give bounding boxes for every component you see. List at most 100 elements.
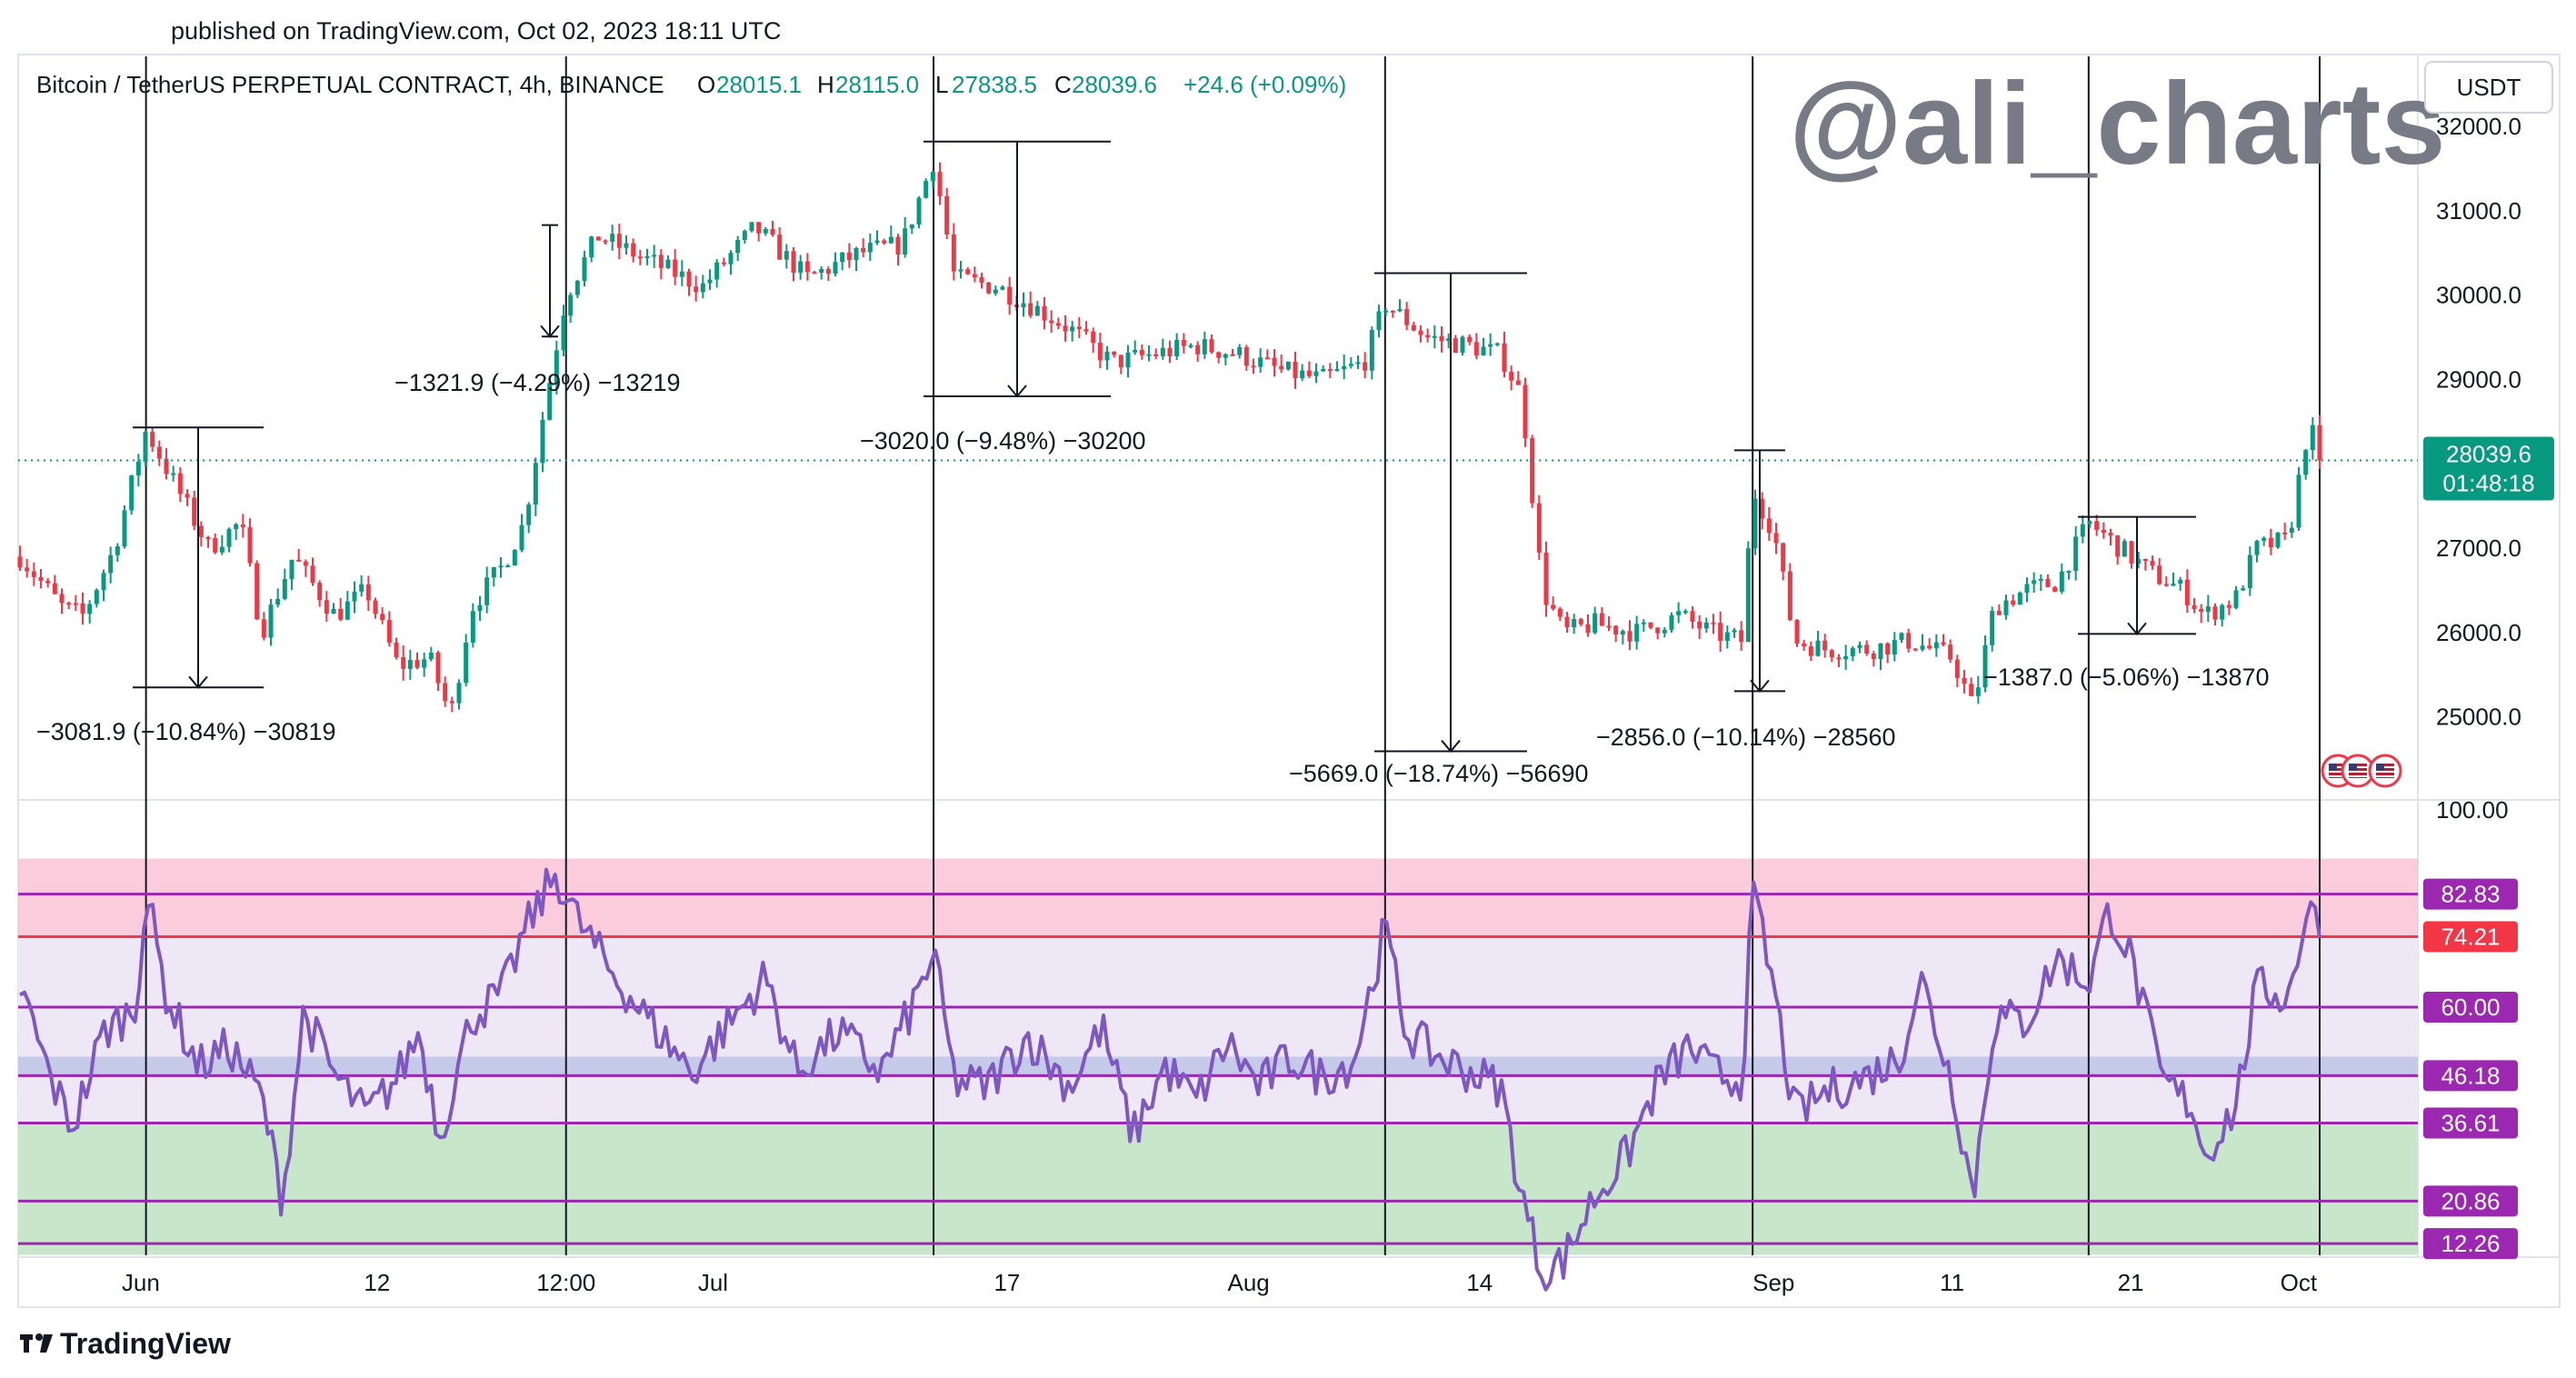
price-candle (1460, 335, 1465, 356)
price-candle (603, 239, 608, 245)
price-candle (310, 557, 315, 586)
price-candle (17, 545, 23, 572)
time-axis: Jun 12 12:00 Jul 17 Aug 14 Sep 11 21 Oct (122, 1269, 2318, 1296)
price-candle (240, 514, 245, 538)
price-candle (2011, 594, 2016, 607)
price-candle (401, 645, 406, 681)
price-candle (1125, 344, 1131, 378)
price-candle (275, 588, 281, 608)
price-candle (637, 249, 643, 265)
rsi-zone-overbought (18, 858, 2418, 937)
price-candle (2073, 525, 2079, 581)
price-range-measure: −2856.0 (−10.14%) −28560 (1596, 449, 1896, 751)
tradingview-logo[interactable]: TradingView (20, 1327, 231, 1360)
price-candle (554, 340, 559, 395)
last-price-countdown: 01:48:18 (2442, 470, 2534, 497)
time-axis-tick: 11 (1940, 1269, 1964, 1296)
price-candle (519, 514, 524, 553)
price-candle (1055, 317, 1061, 330)
price-candle (2199, 604, 2204, 624)
price-candle (1557, 606, 1563, 622)
price-candle (2184, 569, 2190, 614)
price-candle (1467, 334, 1473, 345)
price-candle (1752, 489, 1758, 555)
price-candle (2122, 538, 2127, 557)
price-candle (665, 255, 671, 269)
price-candle (1181, 333, 1186, 354)
price-candle (2171, 573, 2176, 586)
price-candle (924, 178, 929, 199)
price-candle (2233, 585, 2239, 610)
time-axis-tick: 12 (364, 1269, 390, 1296)
price-candle (568, 292, 574, 324)
price-candle (1251, 358, 1256, 374)
price-candle (2157, 558, 2162, 585)
price-candle (1007, 276, 1013, 315)
price-candle (1662, 626, 1667, 638)
low-value: 27838.5 (952, 71, 1037, 98)
price-candle (296, 548, 302, 563)
price-candle (1634, 615, 1640, 650)
price-candle (407, 649, 413, 680)
price-candle (993, 285, 998, 296)
price-candle (1034, 301, 1040, 316)
price-range-measure: −5669.0 (−18.74%) −56690 (1289, 272, 1589, 787)
price-candle (1202, 331, 1207, 359)
currency-button-label[interactable]: USDT (2457, 74, 2521, 101)
price-candle (94, 588, 99, 608)
price-candle (1815, 631, 1821, 657)
price-candle (1160, 338, 1165, 360)
price-candle (1446, 333, 1452, 349)
price-candle (679, 260, 684, 286)
price-candle (2226, 600, 2232, 615)
price-candle (464, 634, 469, 687)
tradingview-brand: TradingView (60, 1327, 231, 1360)
price-candle (101, 569, 106, 602)
rsi-level-value: 60.00 (2441, 994, 2500, 1021)
price-candle (1425, 328, 1431, 343)
price-candle (1028, 291, 1033, 318)
price-candle (825, 266, 831, 282)
price-candle (1948, 639, 1953, 664)
rsi-level-tag: 46.18 (2423, 1060, 2518, 1092)
price-candle (1857, 641, 1862, 654)
price-candle (903, 216, 908, 258)
price-candle (213, 533, 218, 554)
price-candle (1348, 356, 1353, 369)
price-candle (533, 457, 538, 516)
price-candle (449, 696, 454, 713)
price-candle (1732, 627, 1737, 638)
price-candle (1195, 341, 1201, 363)
price-candle (1551, 596, 1556, 611)
currency-button[interactable]: USDT (2424, 61, 2553, 114)
price-candle (1188, 343, 1193, 349)
price-candle (916, 195, 922, 229)
us-flag-icon[interactable] (2368, 754, 2402, 788)
price-candle (965, 267, 971, 275)
price-candle (958, 261, 964, 279)
price-candle (972, 266, 977, 283)
price-candle (1355, 355, 1361, 369)
rsi-level-tags: 82.83 74.21 60.00 46.18 36.61 20.86 12.26 (2423, 878, 2518, 1260)
price-candle (1697, 614, 1702, 639)
price-candle (1223, 353, 1228, 365)
economic-event-icons[interactable] (2321, 754, 2402, 788)
price-candle (763, 226, 768, 236)
price-candle (1494, 342, 1500, 347)
price-candle (624, 235, 629, 255)
price-candle (2045, 574, 2051, 588)
price-candle (861, 238, 866, 258)
price-candle (1258, 348, 1263, 373)
price-candle (1306, 361, 1312, 379)
price-candle (882, 238, 887, 245)
price-candle (819, 266, 824, 280)
price-candle (728, 250, 734, 275)
price-candle (2317, 414, 2322, 470)
rsi-level-lines (18, 893, 2418, 1245)
rsi-level-value: 20.86 (2441, 1187, 2500, 1214)
price-candle (1530, 434, 1535, 508)
price-candle (888, 225, 894, 245)
price-candle (574, 279, 580, 299)
price-candle (1676, 602, 1682, 624)
price-candle (2052, 585, 2058, 593)
